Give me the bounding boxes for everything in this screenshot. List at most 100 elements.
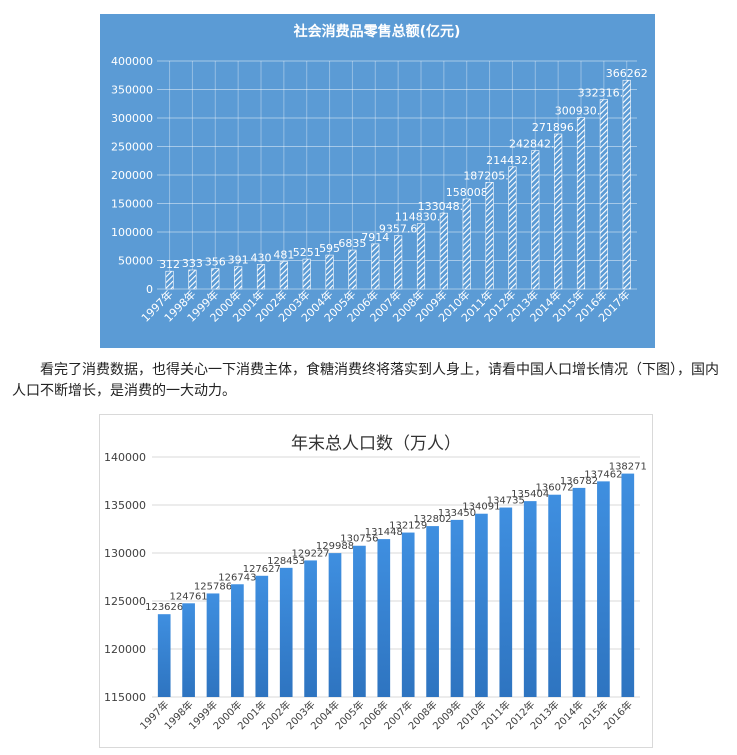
data-label: 332316.3 — [578, 87, 631, 100]
data-label: 136072 — [536, 483, 574, 494]
data-label: 430 — [251, 251, 272, 264]
y-tick-label: 50000 — [118, 255, 153, 268]
bar — [597, 481, 610, 697]
data-label: 133048.2 — [418, 200, 471, 213]
y-tick-label: 0 — [146, 283, 153, 296]
bar — [165, 270, 174, 290]
bar — [377, 539, 391, 697]
bar — [576, 117, 586, 290]
data-label: 135404 — [511, 489, 549, 500]
bar — [157, 614, 171, 697]
data-label: 158008 — [446, 186, 488, 199]
data-label: 366262 — [606, 67, 648, 80]
bar — [211, 268, 220, 290]
data-label: 136782 — [560, 476, 598, 487]
bar — [255, 575, 269, 697]
population-chart: 年末总人口数（万人） 115000 120000 125000 130000 13500… — [99, 414, 653, 748]
data-label: 114830.1 — [395, 211, 448, 224]
bar — [508, 166, 517, 290]
data-label: 300930.8 — [555, 104, 608, 117]
bar — [439, 212, 448, 290]
bar — [548, 494, 561, 697]
data-label: 214432.7 — [486, 154, 539, 167]
data-label: 271896.1 — [532, 121, 585, 134]
bar — [279, 567, 293, 697]
y-tick-label: 125000 — [104, 595, 146, 608]
y-tick-label: 400000 — [111, 55, 153, 68]
y-tick-label: 115000 — [104, 691, 146, 704]
bar — [353, 545, 366, 697]
data-label: 123626 — [145, 602, 183, 613]
data-label: 333 — [182, 257, 203, 270]
bar — [304, 560, 317, 697]
data-label: 128453 — [267, 556, 305, 567]
y-tick-label: 120000 — [104, 643, 146, 656]
bar — [531, 150, 540, 290]
data-label: 134091 — [462, 502, 500, 513]
data-label: 187205.8 — [463, 169, 515, 182]
bar — [499, 507, 513, 697]
bar — [234, 266, 243, 290]
data-label: 131448 — [365, 527, 403, 538]
y-tick-label: 350000 — [111, 84, 153, 97]
data-label: 356 — [205, 256, 226, 269]
population-chart-svg: 年末总人口数（万人） 115000 120000 125000 130000 13500… — [104, 434, 647, 732]
y-tick-label: 150000 — [111, 198, 153, 211]
retail-sales-chart: 社会消费品零售总额(亿元) 0 50000 100000 150000 200000 25… — [100, 14, 655, 348]
chart-title: 年末总人口数（万人） — [291, 434, 461, 454]
data-label: 9357.6 — [379, 223, 418, 236]
data-label: 5251 — [293, 246, 321, 259]
data-label: 7914 — [361, 231, 389, 244]
bar — [622, 79, 631, 290]
retail-sales-chart-svg: 社会消费品零售总额(亿元) 0 50000 100000 150000 200000 25… — [111, 23, 648, 325]
bar — [426, 526, 439, 697]
data-label: 125786 — [194, 581, 232, 592]
bar — [523, 501, 537, 697]
chart-title: 社会消费品零售总额(亿元) — [293, 23, 461, 40]
data-label: 126743 — [218, 572, 256, 583]
data-label: 481 — [273, 249, 294, 262]
bar — [328, 553, 342, 697]
bar — [394, 235, 403, 290]
body-paragraph: 看完了消费数据，也得关心一下消费主体，食糖消费终将落实到人身上，请看中国人口增长… — [12, 362, 719, 399]
bar — [475, 513, 488, 697]
data-label: 595 — [319, 242, 340, 255]
bar — [462, 198, 471, 290]
bar — [485, 181, 494, 290]
y-tick-label: 200000 — [111, 169, 153, 182]
data-label: 391 — [228, 254, 249, 267]
bar — [325, 254, 334, 290]
data-label: 133450 — [438, 508, 476, 519]
bar — [554, 133, 563, 290]
data-label: 132129 — [389, 521, 427, 532]
y-tick-label: 140000 — [104, 451, 146, 464]
data-label: 132802 — [414, 514, 452, 525]
bar — [231, 584, 244, 697]
data-label: 129227 — [292, 548, 330, 559]
bar — [182, 603, 195, 697]
data-label: 137462 — [584, 469, 622, 480]
data-label: 6835 — [338, 237, 366, 250]
y-tick-label: 250000 — [111, 141, 153, 154]
bar — [401, 532, 415, 697]
data-label: 127627 — [243, 564, 281, 575]
data-label: 242842.8 — [509, 138, 562, 151]
data-label: 129988 — [316, 541, 354, 552]
bar — [572, 487, 586, 697]
bar — [621, 473, 635, 697]
bar — [348, 249, 357, 290]
y-tick-label: 130000 — [104, 547, 146, 560]
bar — [256, 264, 266, 290]
data-label: 130756 — [340, 534, 378, 545]
bar — [599, 99, 608, 290]
data-label: 138271 — [609, 462, 647, 473]
bar — [450, 519, 464, 697]
y-tick-label: 100000 — [111, 226, 153, 239]
y-tick-label: 135000 — [104, 499, 146, 512]
bar — [371, 243, 380, 290]
bar — [206, 593, 220, 697]
bar — [279, 261, 288, 290]
data-label: 124761 — [170, 591, 208, 602]
y-tick-label: 300000 — [111, 112, 153, 125]
bar — [416, 223, 426, 290]
